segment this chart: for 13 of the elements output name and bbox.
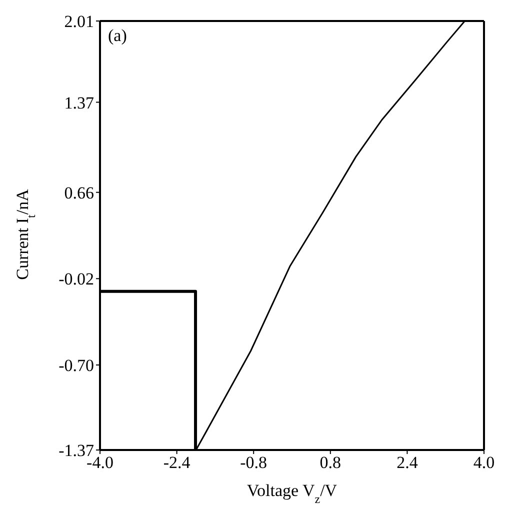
y-tick-label: -0.70 xyxy=(58,356,94,375)
x-axis-title: Voltage V$_{z}$/V xyxy=(246,481,338,506)
x-tick-label: 0.8 xyxy=(320,453,342,472)
y-tick-label: -0.02 xyxy=(58,270,94,289)
x-tick-label: 4.0 xyxy=(473,453,495,472)
annotation: (a) xyxy=(108,26,127,46)
y-tick-label: 1.37 xyxy=(64,93,94,112)
x-tick-label: -2.4 xyxy=(163,453,191,472)
x-tick-label: -0.8 xyxy=(240,453,268,472)
x-tick-label: 2.4 xyxy=(396,453,418,472)
y-tick-label: 2.01 xyxy=(64,12,94,32)
y-tick-label: 0.66 xyxy=(64,183,94,202)
y-tick-label: -1.37 xyxy=(58,441,94,460)
